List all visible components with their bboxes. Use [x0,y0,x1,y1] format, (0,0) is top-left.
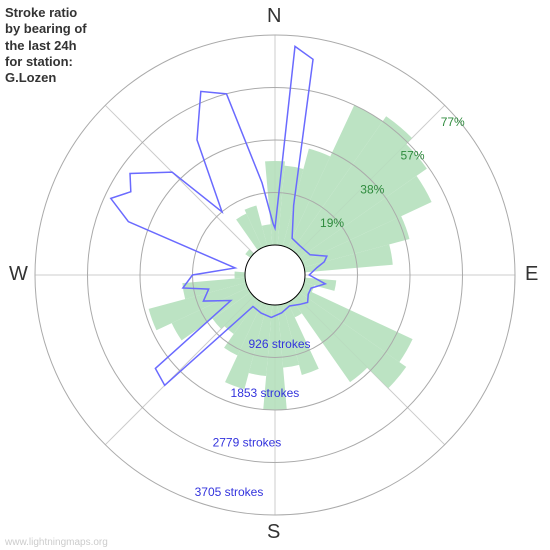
chart-title: Stroke ratio by bearing of the last 24h … [5,5,87,86]
cardinal-e: E [525,263,538,286]
cardinal-n: N [267,5,281,28]
polar-chart-container: { "meta": { "title_text": "Stroke ratio\… [0,0,550,550]
cardinal-w: W [9,263,28,286]
svg-text:926 strokes: 926 strokes [248,337,310,351]
cardinal-s: S [267,521,280,544]
footer-credit: www.lightningmaps.org [5,537,108,548]
svg-text:3705 strokes: 3705 strokes [195,485,264,499]
svg-text:1853 strokes: 1853 strokes [231,386,300,400]
svg-text:19%: 19% [320,216,344,230]
svg-text:57%: 57% [400,149,424,163]
svg-text:2779 strokes: 2779 strokes [213,435,282,449]
svg-text:77%: 77% [441,115,465,129]
svg-text:38%: 38% [360,182,384,196]
